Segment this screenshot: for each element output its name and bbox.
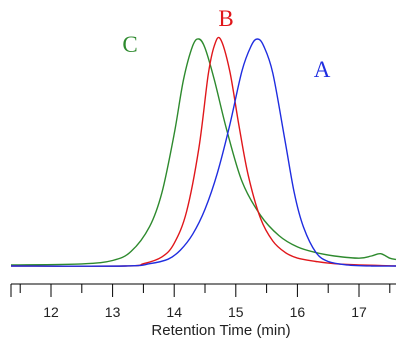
series-line-a <box>10 38 397 267</box>
series-line-c <box>10 38 397 266</box>
x-tick-label-17: 17 <box>351 304 367 320</box>
series-label-c: C <box>122 32 137 57</box>
x-tick-label-13: 13 <box>105 304 121 320</box>
chromatogram-curves <box>10 36 397 267</box>
x-tick-label-15: 15 <box>228 304 244 320</box>
series-labels: A B C <box>122 6 330 82</box>
series-line-b <box>10 36 397 267</box>
x-axis-tick-labels: 12 13 14 15 16 17 <box>43 304 367 320</box>
series-label-a: A <box>314 57 331 82</box>
x-tick-label-16: 16 <box>290 304 306 320</box>
x-axis-title: Retention Time (min) <box>151 322 290 339</box>
x-axis: 12 13 14 15 16 17 Retention Time (min) <box>10 283 396 339</box>
series-label-b: B <box>218 6 233 31</box>
x-tick-label-14: 14 <box>166 304 182 320</box>
x-axis-ticks <box>10 284 391 297</box>
x-tick-label-12: 12 <box>43 304 59 320</box>
